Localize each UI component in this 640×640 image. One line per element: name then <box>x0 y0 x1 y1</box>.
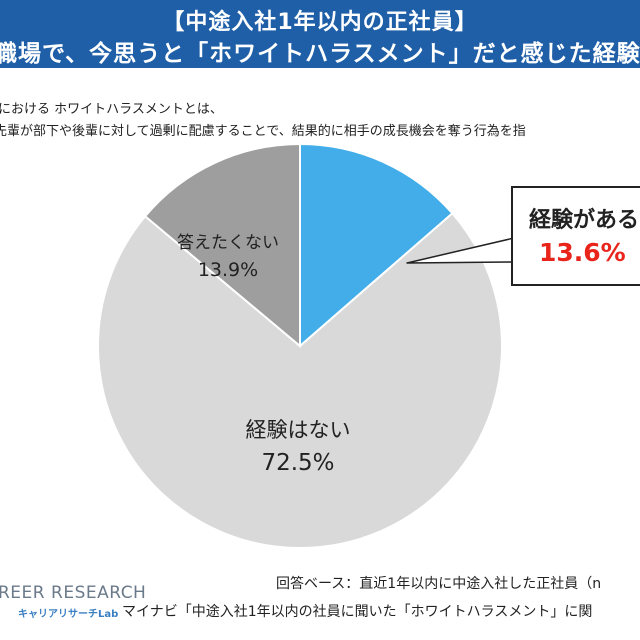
slice-value-not-experienced: 72.5% <box>261 450 335 476</box>
slice-text-no-answer: 答えたくない 13.9% <box>168 228 288 281</box>
slice-value-no-answer: 13.9% <box>197 259 259 281</box>
chart-title-line2: 職場で、今思うと「ホワイトハラスメント」だと感じた経験 <box>0 41 640 67</box>
slice-label-experienced: 経験がある <box>529 208 640 233</box>
brand-logo-text: REER RESEARCH <box>0 583 147 603</box>
chart-title-line1: 【中途入社1年以内の正社員】 <box>162 10 478 35</box>
brand-lab-text: キャリアリサーチLab <box>18 609 119 620</box>
definition-line1: における ホワイトハラスメントとは、 <box>0 102 223 117</box>
source-note: マイナビ「中途入社1年以内の社員に聞いた「ホワイトハラスメント」に関 <box>122 604 593 620</box>
pie-slice-experienced <box>299 142 454 349</box>
slice-value-experienced: 13.6% <box>539 238 626 267</box>
title-banner: 【中途入社1年以内の正社員】 職場で、今思うと「ホワイトハラスメント」だと感じた… <box>0 0 640 68</box>
slice-label-no-answer: 答えたくない <box>177 233 279 253</box>
pie-slice-no-answer <box>143 142 301 349</box>
slice-label-not-experienced: 経験はない <box>245 418 351 442</box>
definition-line2: 先輩が部下や後輩に対して過剰に配慮することで、結果的に相手の成長機会を奪う行為を… <box>0 124 526 139</box>
answer-base-note: 回答ベース：直近1年以内に中途入社した正社員（n <box>276 576 602 592</box>
slice-text-not-experienced: 経験はない 72.5% <box>238 414 358 476</box>
callout-box: 経験がある 13.6% <box>511 186 640 286</box>
pie-slice-not-experienced <box>97 211 503 549</box>
